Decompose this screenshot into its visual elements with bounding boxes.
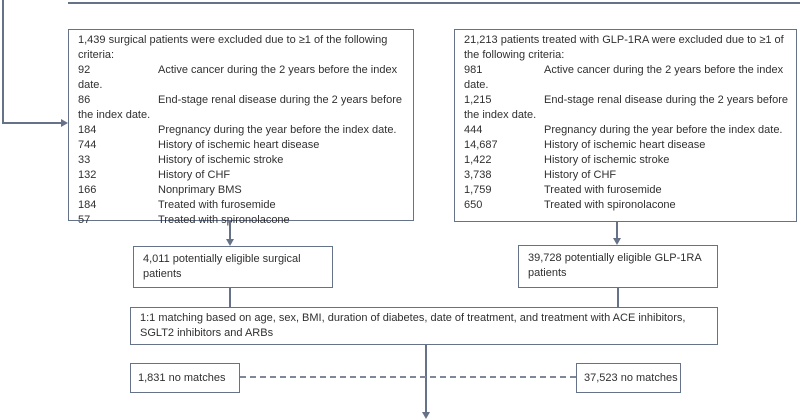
exclusion-criterion-row: 1,215 End-stage renal disease during the … [464,93,788,123]
criterion-reason: History of ischemic heart disease [158,139,320,151]
connector-top-horizontal-line [68,2,800,4]
glp1ra-exclusion-list: 981 Active cancer during the 2 years befo… [464,63,788,213]
criterion-count: 33 [78,154,91,166]
criterion-reason: Treated with spironolacone [544,199,676,211]
eligible-glp1ra-text: 39,728 potentially eligible GLP-1RA pati… [528,252,702,279]
arrowhead-into-eligible-glp1ra [613,238,621,245]
connector-eligible-surgical-to-matching-line [229,288,231,307]
connector-glp1ra-to-eligible-line [616,222,618,238]
criterion-count: 14,687 [464,139,498,151]
glp1ra-exclusion-header: 21,213 patients treated with GLP-1RA wer… [464,34,784,61]
exclusion-criterion-row: 3,738 History of CHF [464,168,788,183]
criterion-count: 1,215 [464,94,492,106]
no-matches-dashed-line [240,376,576,378]
exclusion-criterion-row: 92 Active cancer during the 2 years befor… [78,63,405,93]
no-match-glp1ra-text: 37,523 no matches [584,371,678,384]
criterion-count: 981 [464,64,483,76]
criterion-reason: History of CHF [158,169,231,181]
criterion-count: 132 [78,169,97,181]
surgical-exclusion-list: 92 Active cancer during the 2 years befor… [78,63,405,228]
eligible-surgical-text: 4,011 potentially eligible surgical pati… [143,253,301,280]
exclusion-criterion-row: 166 Nonprimary BMS [78,183,405,198]
eligible-surgical-box: 4,011 potentially eligible surgical pati… [133,246,333,288]
criterion-reason: Nonprimary BMS [158,184,242,196]
connector-eligible-glp1ra-to-matching-line [617,288,619,307]
criterion-reason: End-stage renal disease during the 2 yea… [464,94,788,121]
matching-text: 1:1 matching based on age, sex, BMI, dur… [140,312,686,339]
eligible-glp1ra-box: 39,728 potentially eligible GLP-1RA pati… [518,245,718,288]
criterion-reason: Treated with furosemide [158,199,276,211]
arrowhead-into-surgical-exclusion [61,119,68,127]
exclusion-criterion-row: 86 End-stage renal disease during the 2 y… [78,93,405,123]
arrowhead-matched-cohort [422,412,430,419]
criterion-reason: History of ischemic heart disease [544,139,706,151]
exclusion-criterion-row: 57 Treated with spironolacone [78,213,405,228]
criterion-count: 184 [78,199,97,211]
exclusion-criterion-row: 184 Pregnancy during the year before the … [78,123,405,138]
exclusion-criterion-row: 981 Active cancer during the 2 years befo… [464,63,788,93]
criterion-count: 184 [78,124,97,136]
exclusion-criterion-row: 14,687 History of ischemic heart disease [464,138,788,153]
criterion-count: 57 [78,214,91,226]
criterion-count: 1,759 [464,184,492,196]
surgical-exclusion-box: 1,439 surgical patients were excluded du… [68,29,414,226]
no-match-surgical-text: 1,831 no matches [138,371,226,384]
connector-matching-down-line [425,345,427,412]
criterion-reason: Pregnancy during the year before the ind… [544,124,783,136]
criterion-reason: History of ischemic stroke [544,154,670,166]
criterion-count: 166 [78,184,97,196]
criterion-reason: Treated with spironolacone [158,214,290,226]
criterion-reason: End-stage renal disease during the 2 yea… [78,94,402,121]
exclusion-criterion-row: 444 Pregnancy during the year before the … [464,123,788,138]
surgical-exclusion-header: 1,439 surgical patients were excluded du… [78,34,388,61]
connector-surgical-to-eligible-line [229,221,231,239]
criterion-count: 650 [464,199,483,211]
matching-box: 1:1 matching based on age, sex, BMI, dur… [130,307,718,345]
criterion-count: 92 [78,64,91,76]
criterion-reason: History of CHF [544,169,617,181]
exclusion-criterion-row: 650 Treated with spironolacone [464,198,788,213]
criterion-reason: History of ischemic stroke [158,154,284,166]
exclusion-criterion-row: 184 Treated with furosemide [78,198,405,213]
criterion-count: 1,422 [464,154,492,166]
exclusion-criterion-row: 1,759 Treated with furosemide [464,183,788,198]
criterion-reason: Active cancer during the 2 years before … [464,64,784,91]
connector-left-vertical-line [2,0,4,123]
criterion-reason: Treated with furosemide [544,184,662,196]
criterion-count: 444 [464,124,483,136]
exclusion-criterion-row: 33 History of ischemic stroke [78,153,405,168]
exclusion-criterion-row: 132 History of CHF [78,168,405,183]
arrowhead-into-eligible-surgical [226,239,234,246]
exclusion-criterion-row: 744 History of ischemic heart disease [78,138,405,153]
no-match-glp1ra-box: 37,523 no matches [576,363,681,393]
criterion-reason: Active cancer during the 2 years before … [78,64,398,91]
criterion-reason: Pregnancy during the year before the ind… [158,124,397,136]
criterion-count: 86 [78,94,91,106]
criterion-count: 3,738 [464,169,492,181]
connector-left-horizontal-line [2,122,61,124]
exclusion-criterion-row: 1,422 History of ischemic stroke [464,153,788,168]
no-match-surgical-box: 1,831 no matches [130,363,240,393]
glp1ra-exclusion-box: 21,213 patients treated with GLP-1RA wer… [454,29,797,222]
criterion-count: 744 [78,139,97,151]
